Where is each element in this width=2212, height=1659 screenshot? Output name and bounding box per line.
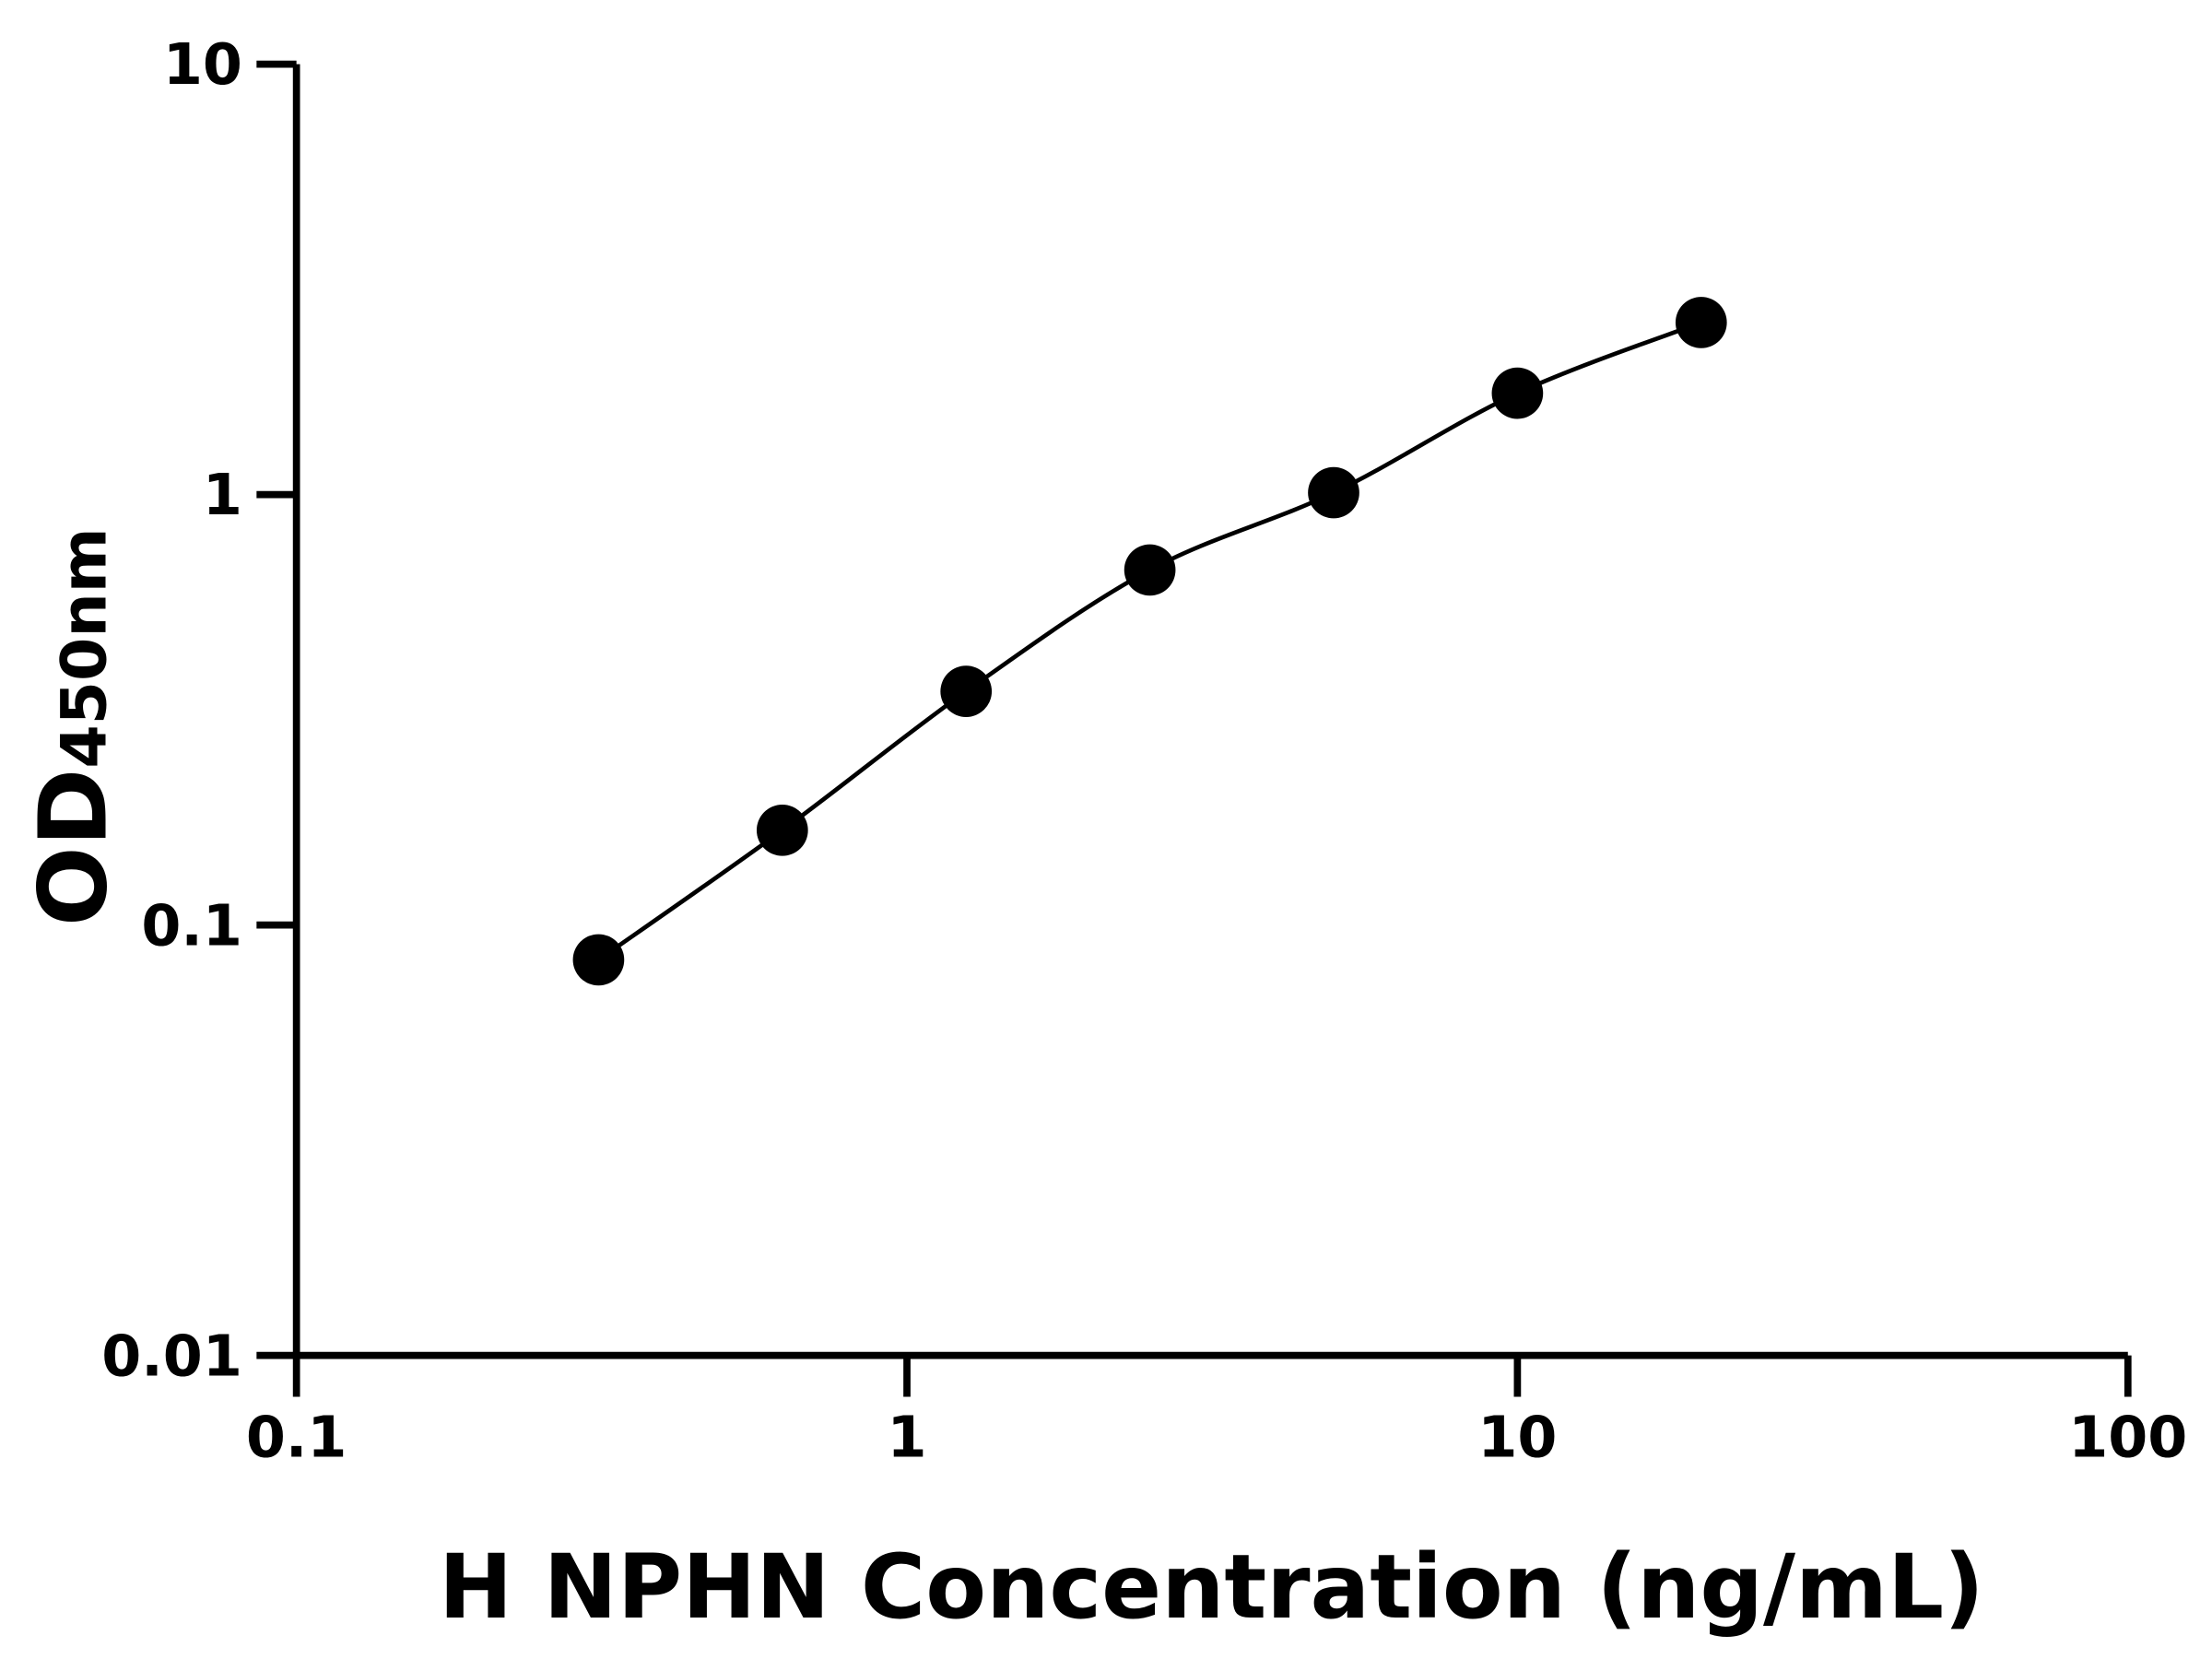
data-point — [1124, 544, 1176, 596]
data-point — [1675, 297, 1727, 348]
y-tick-label: 0.01 — [101, 1323, 242, 1389]
data-point — [1308, 466, 1359, 519]
x-tick-label: 10 — [1477, 1404, 1557, 1470]
y-axis-ticks: 0.01 0.1 1 10 — [101, 31, 297, 1389]
data-point — [572, 934, 625, 986]
x-tick-label: 1 — [888, 1404, 927, 1470]
x-axis-ticks: 0.1 1 10 100 — [246, 1355, 2187, 1470]
y-tick-label: 0.1 — [141, 892, 242, 959]
x-tick-label: 100 — [2068, 1404, 2187, 1470]
y-axis-label-main: OD — [18, 769, 128, 926]
data-points — [572, 297, 1727, 986]
data-point — [756, 804, 808, 856]
data-point — [940, 665, 993, 717]
y-axis-label-sub: 450nm — [48, 527, 121, 768]
data-point — [1491, 367, 1544, 419]
y-tick-label: 1 — [203, 462, 242, 528]
x-tick-label: 0.1 — [246, 1404, 347, 1470]
y-tick-label: 10 — [163, 31, 242, 98]
fit-curve — [597, 320, 1702, 962]
x-axis-label: H NPHN Concentration (ng/mL) — [439, 1535, 1984, 1639]
y-axis-label: OD450nm — [18, 527, 128, 926]
